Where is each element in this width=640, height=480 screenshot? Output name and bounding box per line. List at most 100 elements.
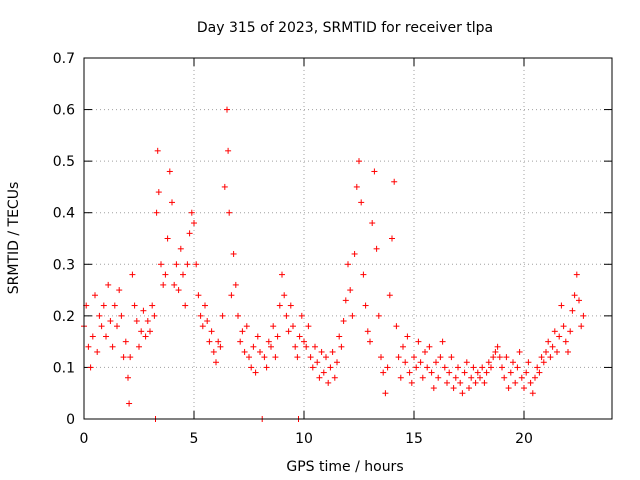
data-point bbox=[446, 369, 453, 376]
data-point bbox=[215, 338, 222, 345]
data-point bbox=[111, 302, 118, 309]
data-point bbox=[279, 271, 285, 278]
data-point bbox=[213, 359, 219, 366]
data-point bbox=[320, 369, 327, 376]
data-point bbox=[195, 292, 202, 299]
data-point bbox=[228, 292, 235, 299]
data-point bbox=[444, 379, 450, 386]
data-point bbox=[545, 338, 552, 345]
plot-frame bbox=[83, 57, 613, 420]
data-point bbox=[133, 318, 140, 325]
data-point bbox=[92, 292, 98, 299]
data-point bbox=[197, 312, 204, 319]
data-point bbox=[184, 261, 191, 268]
data-point bbox=[98, 323, 105, 330]
data-point bbox=[272, 354, 279, 361]
data-point bbox=[558, 302, 565, 309]
data-point bbox=[166, 168, 173, 175]
data-point bbox=[578, 323, 585, 330]
data-point bbox=[180, 271, 186, 278]
data-point bbox=[109, 343, 116, 350]
data-point bbox=[164, 235, 171, 242]
data-point bbox=[468, 374, 475, 381]
data-point bbox=[312, 343, 318, 350]
data-point bbox=[505, 385, 512, 392]
data-point bbox=[254, 333, 261, 340]
data-point bbox=[430, 385, 437, 392]
data-point bbox=[477, 374, 483, 381]
data-point bbox=[118, 312, 125, 319]
data-point bbox=[301, 338, 307, 345]
data-point bbox=[463, 359, 470, 366]
data-point bbox=[243, 323, 250, 330]
y-tick-label: 0.6 bbox=[53, 103, 75, 119]
data-point bbox=[404, 333, 411, 340]
data-point bbox=[103, 333, 109, 340]
data-point bbox=[521, 385, 527, 392]
data-point bbox=[263, 364, 270, 371]
data-point bbox=[186, 230, 193, 237]
data-point bbox=[105, 281, 112, 288]
data-point bbox=[556, 333, 563, 340]
data-point bbox=[534, 364, 541, 371]
data-point bbox=[199, 323, 206, 330]
data-point bbox=[496, 354, 503, 361]
y-axis-label: SRMTID / TECUs bbox=[6, 182, 22, 295]
data-point bbox=[206, 338, 213, 345]
data-point bbox=[252, 369, 259, 376]
data-point bbox=[371, 168, 378, 175]
data-point bbox=[386, 292, 393, 299]
x-axis-label: GPS time / hours bbox=[286, 459, 403, 475]
data-point bbox=[518, 374, 525, 381]
data-point bbox=[250, 343, 257, 350]
y-tick-label: 0.7 bbox=[53, 51, 75, 67]
data-point bbox=[560, 323, 567, 330]
x-tick-label: 0 bbox=[80, 431, 89, 447]
data-point bbox=[120, 354, 127, 361]
data-point bbox=[422, 348, 428, 355]
data-point bbox=[483, 369, 490, 376]
data-point bbox=[413, 364, 420, 371]
data-point bbox=[345, 261, 351, 268]
data-point bbox=[191, 220, 197, 227]
data-point bbox=[565, 348, 571, 355]
data-point bbox=[362, 302, 369, 309]
data-point bbox=[536, 369, 543, 376]
data-point bbox=[122, 338, 129, 345]
data-point bbox=[100, 302, 107, 309]
data-point bbox=[318, 348, 325, 355]
data-point bbox=[402, 359, 409, 366]
data-point bbox=[571, 292, 578, 299]
data-point bbox=[154, 147, 161, 154]
data-point bbox=[276, 302, 283, 309]
data-point bbox=[142, 333, 149, 340]
data-point bbox=[224, 106, 230, 113]
data-point bbox=[567, 328, 574, 335]
data-point bbox=[204, 318, 211, 325]
data-point bbox=[364, 328, 371, 335]
data-point bbox=[411, 354, 417, 361]
data-point bbox=[87, 364, 94, 371]
data-point bbox=[494, 343, 501, 350]
data-point bbox=[378, 354, 384, 361]
data-point bbox=[437, 354, 444, 361]
data-point bbox=[147, 328, 153, 335]
data-point bbox=[158, 261, 164, 268]
data-point bbox=[466, 385, 472, 392]
data-point bbox=[417, 359, 424, 366]
data-point bbox=[307, 354, 314, 361]
data-point bbox=[353, 183, 360, 190]
grid bbox=[84, 58, 612, 419]
data-point bbox=[188, 209, 195, 216]
data-point bbox=[338, 343, 345, 350]
data-point bbox=[529, 390, 536, 397]
data-points bbox=[81, 106, 587, 422]
data-point bbox=[126, 400, 133, 407]
data-point bbox=[514, 364, 521, 371]
data-point bbox=[114, 323, 120, 330]
data-point bbox=[389, 235, 395, 242]
data-point bbox=[400, 343, 406, 350]
data-point bbox=[523, 369, 530, 376]
data-point bbox=[340, 318, 347, 325]
